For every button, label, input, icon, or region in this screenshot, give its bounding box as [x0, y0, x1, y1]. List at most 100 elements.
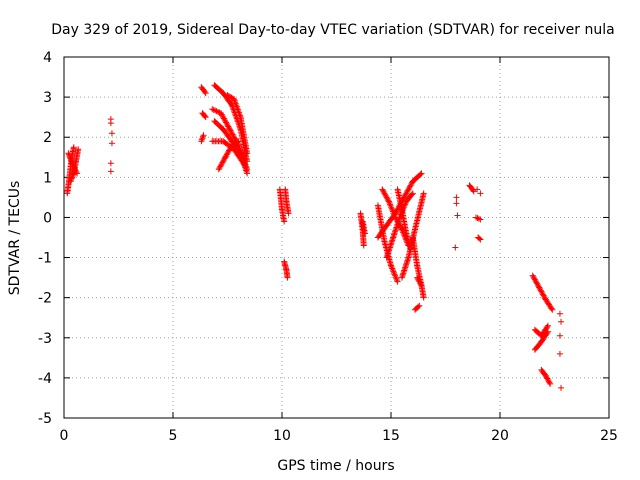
- data-point: [558, 318, 565, 325]
- data-point: [107, 168, 114, 175]
- y-tick-label: 0: [43, 210, 52, 226]
- data-point: [409, 190, 416, 197]
- data-point: [475, 234, 482, 241]
- data-point: [534, 280, 541, 287]
- data-point: [545, 378, 552, 385]
- data-point: [403, 189, 410, 196]
- data-point: [75, 146, 82, 153]
- data-point: [453, 200, 460, 207]
- data-point: [70, 171, 77, 178]
- data-point: [67, 155, 74, 162]
- data-point: [223, 120, 230, 127]
- data-point: [225, 148, 232, 155]
- data-point: [414, 274, 421, 281]
- data-point: [556, 350, 563, 357]
- data-point: [228, 130, 235, 137]
- x-tick-label: 0: [60, 428, 69, 444]
- data-point: [284, 274, 291, 281]
- data-point: [108, 140, 115, 147]
- data-point: [386, 199, 393, 206]
- data-point: [406, 185, 413, 192]
- data-point: [384, 195, 391, 202]
- data-point: [70, 144, 77, 151]
- data-point: [221, 116, 228, 123]
- data-point: [453, 194, 460, 201]
- data-point: [225, 124, 232, 131]
- data-point: [220, 114, 227, 121]
- data-point: [544, 375, 551, 382]
- data-point: [202, 114, 209, 121]
- data-point: [415, 303, 422, 310]
- data-point: [226, 126, 233, 133]
- data-point: [393, 277, 400, 284]
- data-point: [542, 372, 549, 379]
- data-point: [229, 131, 236, 138]
- y-tick-label: 4: [43, 50, 52, 66]
- data-point: [199, 135, 206, 142]
- data-point: [556, 310, 563, 317]
- x-axis-label: GPS time / hours: [277, 458, 394, 474]
- data-point: [234, 139, 241, 146]
- data-point: [529, 272, 536, 279]
- data-point: [381, 190, 388, 197]
- data-point: [452, 244, 459, 251]
- data-point: [476, 235, 483, 242]
- data-point: [544, 376, 551, 383]
- y-tick-label: 1: [43, 170, 52, 186]
- data-point: [68, 177, 75, 184]
- data-point: [380, 187, 387, 194]
- data-point: [285, 210, 292, 217]
- data-point: [387, 202, 394, 209]
- data-point: [388, 262, 394, 269]
- data-point: [108, 130, 115, 137]
- data-point: [219, 159, 226, 166]
- data-point: [406, 183, 413, 190]
- data-point: [389, 266, 396, 273]
- data-point: [454, 212, 461, 219]
- chart-title: Day 329 of 2019, Sidereal Day-to-day VTE…: [51, 22, 614, 38]
- data-point: [224, 122, 231, 129]
- data-point: [385, 197, 392, 204]
- data-point: [69, 172, 76, 179]
- data-point: [66, 154, 73, 161]
- data-point: [392, 272, 399, 279]
- data-point: [397, 223, 404, 230]
- data-point: [224, 150, 231, 157]
- data-point: [473, 214, 480, 221]
- data-point: [536, 284, 543, 291]
- data-point: [201, 88, 208, 95]
- data-point: [383, 194, 390, 201]
- data-point: [416, 278, 423, 285]
- data-point: [546, 379, 553, 386]
- data-point: [533, 279, 540, 286]
- data-point: [388, 204, 395, 211]
- data-point: [391, 211, 398, 218]
- data-point: [407, 182, 414, 189]
- data-point: [414, 275, 421, 282]
- data-point: [380, 189, 387, 196]
- data-point: [408, 181, 415, 188]
- data-point: [532, 277, 539, 284]
- y-tick-label: -5: [38, 411, 52, 427]
- data-point: [212, 107, 219, 114]
- data-point: [469, 187, 476, 194]
- data-point: [223, 151, 230, 158]
- x-tick-label: 10: [273, 428, 291, 444]
- data-point: [222, 154, 229, 161]
- x-tick-label: 25: [600, 428, 618, 444]
- grid-lines: [64, 57, 609, 418]
- y-tick-label: -2: [38, 291, 52, 307]
- data-point: [220, 156, 227, 163]
- data-point: [389, 207, 396, 214]
- data-point: [541, 293, 548, 300]
- data-point: [216, 164, 223, 171]
- data-point: [558, 384, 565, 391]
- data-point: [538, 288, 545, 295]
- data-point: [230, 132, 237, 139]
- data-point: [416, 302, 423, 309]
- data-point: [401, 193, 408, 200]
- x-tick-label: 20: [491, 428, 509, 444]
- data-point: [244, 150, 251, 157]
- data-point: [536, 285, 543, 292]
